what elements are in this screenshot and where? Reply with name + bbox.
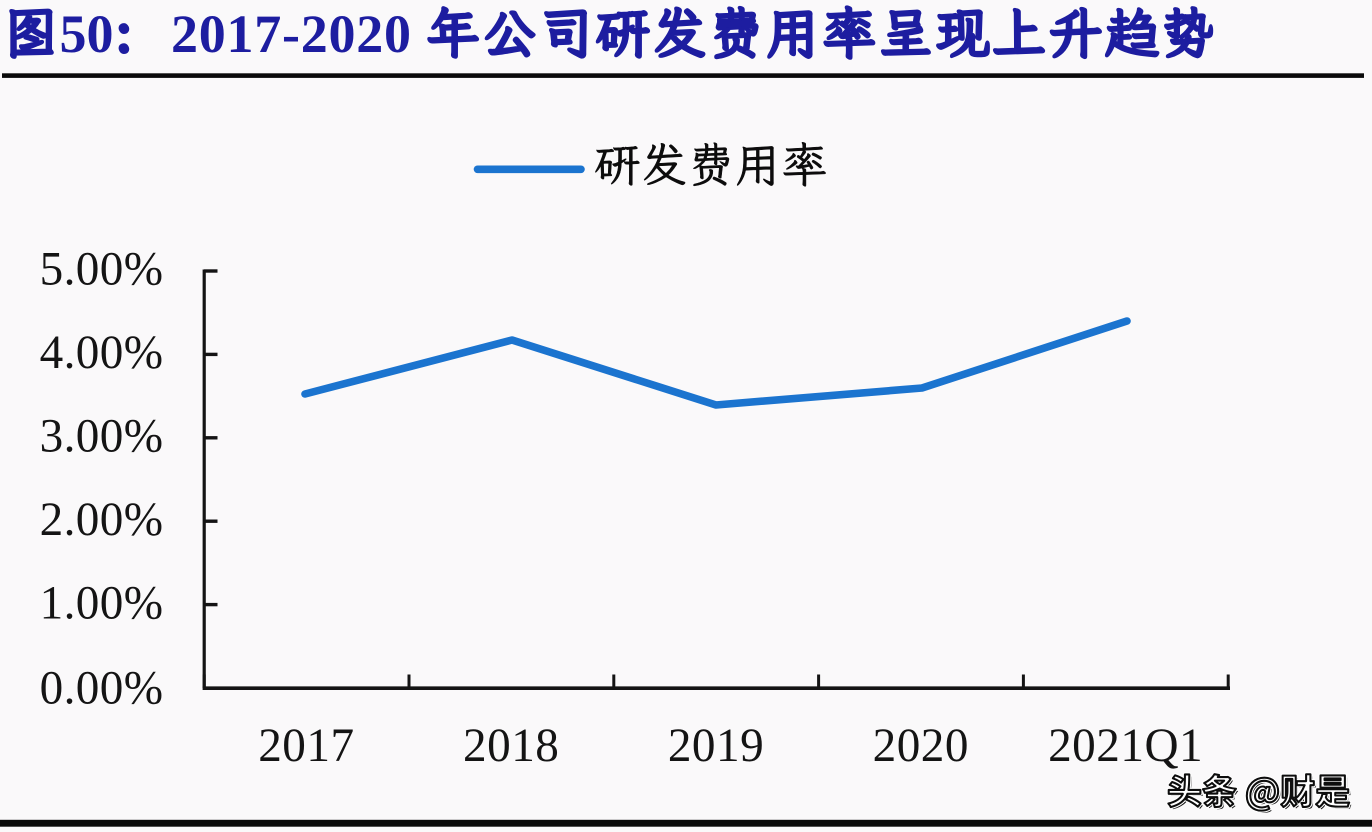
svg-text:0.00%: 0.00% — [40, 663, 164, 715]
svg-text:2021Q1: 2021Q1 — [1048, 720, 1203, 772]
svg-text:4.00%: 4.00% — [40, 327, 164, 379]
svg-text:2.00%: 2.00% — [40, 494, 164, 546]
svg-text:2020: 2020 — [873, 720, 969, 772]
svg-text:3.00%: 3.00% — [40, 411, 164, 463]
svg-text:2017-2020: 2017-2020 — [171, 4, 412, 64]
svg-text:5.00%: 5.00% — [40, 244, 164, 296]
svg-text:2019: 2019 — [668, 720, 764, 772]
svg-text:2018: 2018 — [463, 720, 559, 772]
svg-text:50: 50 — [60, 4, 114, 64]
svg-text:1.00%: 1.00% — [40, 578, 164, 630]
svg-text:2017: 2017 — [258, 720, 354, 772]
